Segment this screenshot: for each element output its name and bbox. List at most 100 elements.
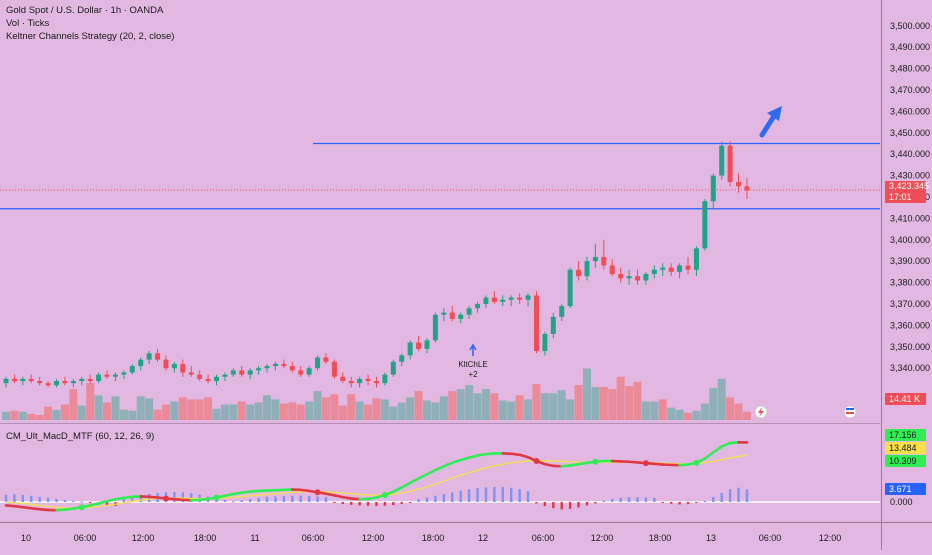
price-tick-label: 3,480.000 bbox=[890, 64, 930, 74]
candle-body bbox=[121, 372, 126, 374]
macd-badge: 17.156 bbox=[885, 429, 926, 441]
candle-body bbox=[601, 257, 606, 266]
other-badge: 10.309 bbox=[885, 455, 926, 467]
volume-bar bbox=[465, 385, 473, 420]
entry-signal-count: +2 bbox=[468, 370, 478, 379]
volume-bar bbox=[10, 411, 18, 420]
volume-bar bbox=[735, 404, 743, 420]
macd-histogram-bar bbox=[81, 502, 83, 503]
macd-histogram-bar bbox=[476, 488, 478, 502]
macd-histogram-bar bbox=[266, 497, 268, 502]
candle-body bbox=[349, 381, 354, 383]
volume-bar bbox=[558, 390, 566, 420]
volume-bar bbox=[246, 405, 254, 420]
candle-body bbox=[736, 182, 741, 186]
candle-body bbox=[450, 313, 455, 319]
macd-title: CM_Ult_MacD_MTF (60, 12, 26, 9) bbox=[6, 431, 154, 442]
strategy-title: Keltner Channels Strategy (20, 2, close) bbox=[6, 31, 174, 42]
flag-stripe bbox=[846, 412, 854, 414]
macd-histogram-bar bbox=[224, 500, 226, 502]
volume-bar bbox=[701, 404, 709, 420]
macd-histogram-bar bbox=[89, 502, 91, 503]
macd-histogram-bar bbox=[653, 498, 655, 502]
volume-bar bbox=[415, 391, 423, 420]
current-price-value: 3,423.345 bbox=[889, 181, 926, 192]
volume-bar bbox=[103, 402, 111, 420]
volume-bar bbox=[583, 369, 591, 421]
macd-histogram-bar bbox=[729, 489, 731, 502]
price-tick-label: 3,440.000 bbox=[890, 149, 930, 159]
volume-bar bbox=[440, 396, 448, 420]
candle-body bbox=[458, 315, 463, 319]
macd-histogram-bar bbox=[443, 494, 445, 502]
candle-body bbox=[618, 274, 623, 278]
candle-body bbox=[96, 375, 101, 381]
macd-histogram-bar bbox=[662, 502, 664, 503]
candle-body bbox=[54, 381, 59, 385]
macd-histogram-bar bbox=[316, 496, 318, 502]
volume-bar bbox=[709, 388, 717, 420]
flag-stripe bbox=[846, 408, 854, 410]
volume-bar bbox=[482, 389, 490, 420]
volume-bar bbox=[490, 393, 498, 420]
macd-cross-dot bbox=[315, 489, 321, 495]
candle-body bbox=[517, 298, 522, 300]
macd-cross-dot bbox=[592, 459, 598, 465]
volume-bar bbox=[659, 399, 667, 420]
candle-body bbox=[12, 379, 17, 381]
macd-histogram-bar bbox=[375, 502, 377, 506]
candle-body bbox=[147, 353, 152, 359]
candle-body bbox=[163, 360, 168, 369]
macd-histogram-bar bbox=[5, 495, 7, 502]
macd-histogram-bar bbox=[232, 501, 234, 502]
volume-bar bbox=[238, 401, 246, 420]
candle-body bbox=[20, 379, 25, 381]
volume-bar bbox=[575, 385, 583, 420]
macd-cross-dot bbox=[693, 460, 699, 466]
macd-histogram-bar bbox=[518, 489, 520, 502]
volume-bar bbox=[78, 406, 86, 420]
macd-histogram-bar bbox=[451, 492, 453, 502]
macd-histogram-bar bbox=[712, 497, 714, 502]
candle-body bbox=[307, 368, 312, 374]
volume-bar bbox=[330, 394, 338, 420]
price-tick-label: 3,450.000 bbox=[890, 128, 930, 138]
macd-histogram-bar bbox=[544, 502, 546, 506]
macd-histogram-bar bbox=[611, 499, 613, 502]
macd-histogram-bar bbox=[502, 487, 504, 502]
candle-body bbox=[37, 381, 42, 383]
volume-bar bbox=[541, 393, 549, 420]
volume-bar bbox=[634, 382, 642, 420]
volume-bar bbox=[667, 408, 675, 420]
candle-body bbox=[593, 257, 598, 261]
macd-histogram-bar bbox=[695, 502, 697, 503]
macd-histogram-bar bbox=[72, 501, 74, 502]
candle-body bbox=[416, 343, 421, 349]
volume-bar bbox=[36, 415, 44, 420]
volume-bar bbox=[27, 414, 35, 420]
candle-body bbox=[315, 358, 320, 369]
volume-bar bbox=[179, 397, 187, 420]
price-tick-label: 3,490.000 bbox=[890, 42, 930, 52]
macd-histogram-bar bbox=[569, 502, 571, 509]
candle-body bbox=[584, 261, 589, 276]
volume-bar bbox=[423, 400, 431, 420]
candle-body bbox=[677, 265, 682, 271]
price-tick-label: 3,360.000 bbox=[890, 320, 930, 330]
volume-bar bbox=[448, 391, 456, 420]
volume-bar bbox=[213, 409, 221, 420]
time-tick-label: 12:00 bbox=[819, 533, 842, 543]
volume-bar bbox=[743, 412, 751, 420]
histogram-badge: 3.671 bbox=[885, 483, 926, 495]
macd-histogram-bar bbox=[704, 501, 706, 502]
volume-bar bbox=[162, 405, 170, 420]
price-tick-label: 3,380.000 bbox=[890, 278, 930, 288]
candle-body bbox=[71, 381, 76, 383]
bar-countdown: 17:01 bbox=[889, 192, 926, 203]
macd-cross-dot bbox=[214, 494, 220, 500]
macd-cross-dot bbox=[163, 496, 169, 502]
macd-histogram-bar bbox=[300, 496, 302, 502]
volume-bar bbox=[600, 387, 608, 420]
